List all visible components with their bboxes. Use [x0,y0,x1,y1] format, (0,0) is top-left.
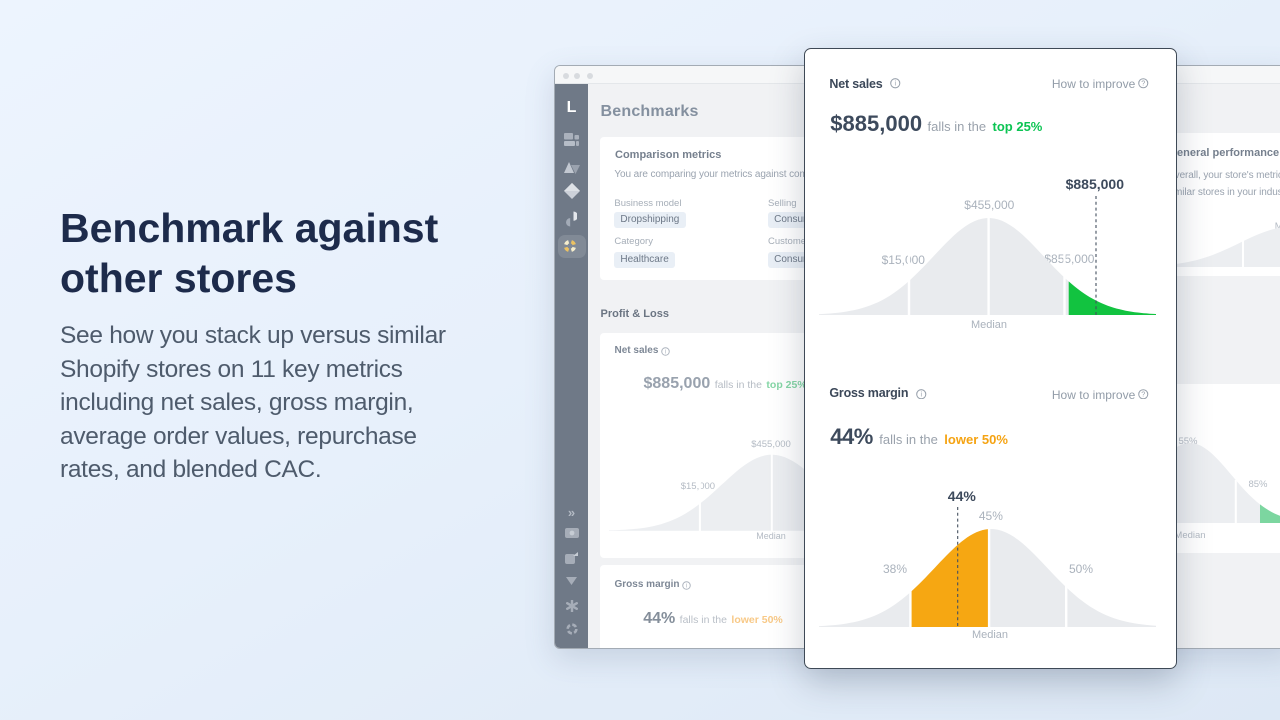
svg-text:i: i [894,81,896,88]
svg-text:i: i [921,391,923,398]
svg-text:i: i [664,348,665,355]
svg-text:i: i [686,583,687,590]
svg-text:?: ? [1141,79,1145,88]
svg-text:?: ? [1141,389,1145,398]
